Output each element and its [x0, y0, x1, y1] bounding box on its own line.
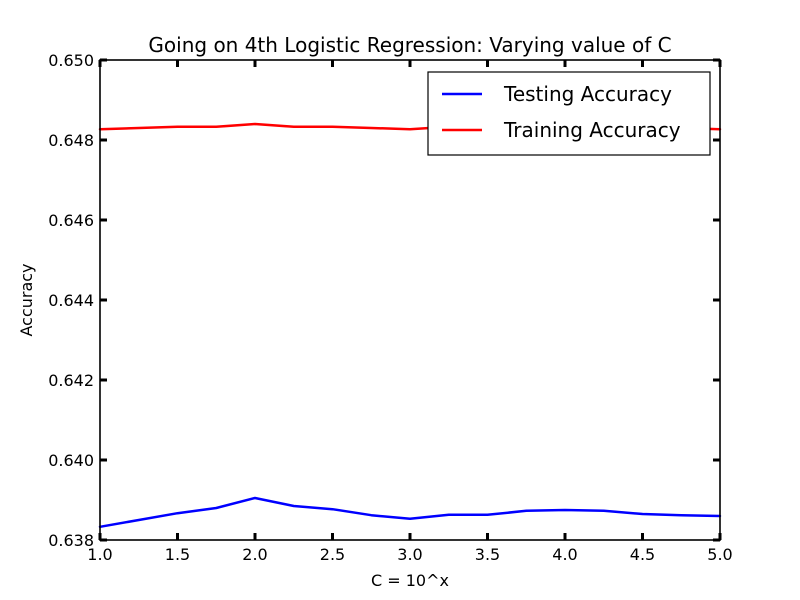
y-tick-label: 0.648 — [48, 131, 94, 150]
y-tick-label: 0.650 — [48, 51, 94, 70]
x-tick-label: 1.0 — [87, 545, 112, 564]
y-tick-label: 0.646 — [48, 211, 94, 230]
y-axis-label: Accuracy — [17, 263, 36, 336]
x-tick-label: 1.5 — [165, 545, 190, 564]
legend-label-testing: Testing Accuracy — [503, 82, 672, 106]
x-tick-label: 4.0 — [552, 545, 577, 564]
y-tick-labels: 0.638 0.640 0.642 0.644 0.646 0.648 0.650 — [48, 51, 94, 550]
legend: Testing Accuracy Training Accuracy — [427, 71, 711, 156]
plot-frame — [99, 59, 721, 541]
y-tick-label: 0.640 — [48, 451, 94, 470]
x-tick-label: 3.5 — [475, 545, 500, 564]
series-line-0 — [98, 496, 722, 529]
series-lines — [98, 122, 722, 529]
y-tick-label: 0.642 — [48, 371, 94, 390]
x-tick-label: 2.0 — [242, 545, 267, 564]
x-tick-label: 5.0 — [707, 545, 732, 564]
x-tick-labels: 1.0 1.5 2.0 2.5 3.0 3.5 4.0 4.5 5.0 — [87, 545, 732, 564]
y-tick-label: 0.638 — [48, 531, 94, 550]
y-tick-label: 0.644 — [48, 291, 94, 310]
x-tick-label: 2.5 — [320, 545, 345, 564]
chart-title: Going on 4th Logistic Regression: Varyin… — [148, 33, 671, 57]
x-tick-label: 4.5 — [630, 545, 655, 564]
x-tick-label: 3.0 — [397, 545, 422, 564]
legend-box — [427, 71, 711, 156]
x-axis-label: C = 10^x — [371, 571, 449, 590]
legend-label-training: Training Accuracy — [503, 118, 681, 142]
